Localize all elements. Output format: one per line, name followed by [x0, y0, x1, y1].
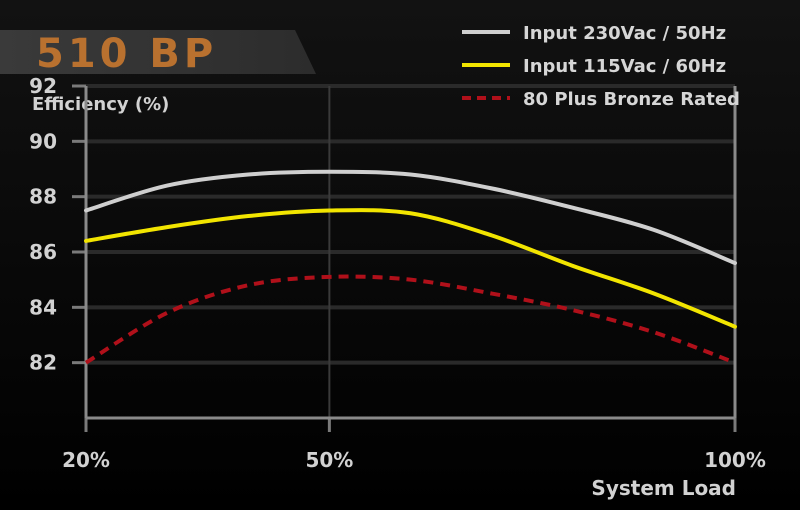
chart-title: 510 BP: [36, 31, 217, 77]
series-lines: [84, 169, 737, 365]
legend: Input 230Vac / 50Hz Input 115Vac / 60Hz …: [462, 23, 740, 110]
x-tick-label-100: 100%: [704, 448, 766, 472]
gridlines: [72, 84, 737, 432]
legend-label-115vac: Input 115Vac / 60Hz: [523, 56, 726, 77]
legend-label-230vac: Input 230Vac / 50Hz: [523, 23, 726, 44]
series-line-230vac: [84, 169, 737, 266]
x-tick-labels: 20% 50% 100%: [62, 448, 766, 472]
y-axis-label: Efficiency (%): [32, 94, 169, 115]
x-tick-label-20: 20%: [62, 448, 110, 472]
series-line-bronze: [84, 274, 736, 365]
y-tick-label-84: 84: [29, 295, 57, 319]
legend-label-bronze: 80 Plus Bronze Rated: [523, 89, 740, 110]
y-tick-label-92: 92: [29, 74, 57, 98]
series-line-115vac: [84, 208, 737, 329]
title-banner: [0, 30, 316, 74]
y-tick-label-86: 86: [29, 240, 57, 264]
y-tick-label-90: 90: [29, 129, 57, 153]
y-tick-labels: 92 90 88 86 84 82: [29, 74, 57, 375]
y-tick-label-88: 88: [29, 185, 57, 209]
y-tick-label-82: 82: [29, 351, 57, 375]
x-tick-label-50: 50%: [305, 448, 353, 472]
x-axis-label: System Load: [591, 476, 736, 500]
